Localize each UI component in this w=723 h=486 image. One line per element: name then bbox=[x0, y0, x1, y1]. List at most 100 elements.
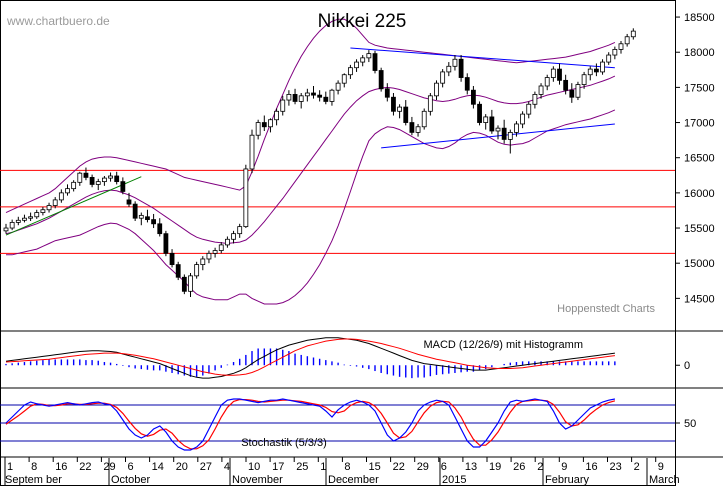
candle-body-up bbox=[3, 227, 9, 232]
candle-body-up bbox=[206, 252, 212, 260]
candle-body-down bbox=[372, 53, 378, 71]
candle-body-up bbox=[194, 264, 200, 277]
candle-body-up bbox=[40, 209, 46, 213]
candle-body-up bbox=[108, 175, 113, 179]
source-label: Hoppenstedt Charts bbox=[557, 303, 655, 315]
day-tick-label: 15 bbox=[369, 461, 381, 473]
reference-lines bbox=[0, 169, 675, 254]
candle-body-down bbox=[261, 122, 267, 128]
candle-body-up bbox=[341, 74, 347, 84]
candle-body-up bbox=[446, 65, 452, 73]
day-tick-label: 1 bbox=[7, 461, 13, 473]
candle-body-down bbox=[569, 89, 575, 98]
candle-body-up bbox=[397, 106, 403, 112]
candle-body-down bbox=[114, 175, 120, 183]
price-tick-label: 18500 bbox=[684, 12, 715, 24]
day-tick-label: 14 bbox=[152, 461, 164, 473]
candle-body-up bbox=[102, 177, 107, 183]
candle-body-up bbox=[483, 116, 489, 123]
candle-body-down bbox=[126, 199, 132, 205]
day-tick-label: 27 bbox=[200, 461, 212, 473]
macd-signal-line bbox=[5, 338, 615, 376]
day-tick-label: 22 bbox=[79, 461, 91, 473]
macd-panel: 0 bbox=[5, 337, 690, 379]
day-tick-label: 22 bbox=[393, 461, 405, 473]
candle-body-down bbox=[132, 203, 138, 219]
day-tick-label: 19 bbox=[489, 461, 501, 473]
bollinger-lower-line bbox=[6, 109, 616, 305]
chart-title: Nikkei 225 bbox=[318, 11, 407, 32]
candle-body-up bbox=[9, 222, 15, 229]
candle-body-down bbox=[594, 68, 599, 73]
candle-body-down bbox=[157, 223, 163, 235]
candle-body-up bbox=[65, 188, 70, 194]
day-tick-label: 23 bbox=[610, 461, 622, 473]
candle-body-up bbox=[624, 36, 630, 45]
day-tick-label: 2 bbox=[634, 461, 640, 473]
price-tick-label: 15500 bbox=[684, 223, 715, 235]
candle-body-up bbox=[286, 94, 292, 101]
day-tick-label: 6 bbox=[128, 461, 134, 473]
candle-body-up bbox=[612, 49, 618, 56]
price-tick-label: 16000 bbox=[684, 188, 715, 200]
macd-zero-label: 0 bbox=[684, 360, 690, 372]
candle-body-up bbox=[421, 110, 427, 128]
candle-body-up bbox=[46, 205, 52, 211]
month-label: December bbox=[328, 474, 379, 486]
candle-body-down bbox=[501, 127, 507, 140]
day-tick-label: 16 bbox=[55, 461, 67, 473]
candle-body-up bbox=[440, 71, 446, 84]
candle-body-down bbox=[391, 96, 396, 112]
day-tick-label: 4 bbox=[224, 461, 230, 473]
channel-top-line bbox=[350, 47, 615, 69]
candle-body-up bbox=[415, 126, 421, 133]
candle-body-up bbox=[34, 212, 40, 218]
candle-body-down bbox=[292, 94, 298, 102]
month-label: March bbox=[649, 474, 680, 486]
candle-body-down bbox=[89, 176, 95, 185]
candle-body-up bbox=[526, 103, 532, 115]
candle-body-up bbox=[520, 113, 525, 125]
day-tick-label: 29 bbox=[417, 461, 429, 473]
candle-body-up bbox=[188, 275, 193, 292]
candle-body-up bbox=[304, 92, 310, 97]
candle-body-down bbox=[563, 79, 569, 91]
candle-body-up bbox=[58, 192, 64, 201]
watermark-text: www.chartbuero.de bbox=[6, 14, 110, 28]
stoch-tick-label: 50 bbox=[684, 418, 696, 430]
candle-body-up bbox=[224, 238, 230, 246]
candle-body-up bbox=[77, 172, 83, 183]
candle-body-up bbox=[200, 258, 206, 265]
candle-body-up bbox=[495, 127, 501, 132]
candle-body-down bbox=[120, 181, 126, 192]
candle-body-up bbox=[600, 61, 605, 73]
candle-body-up bbox=[52, 199, 58, 206]
day-tick-label: 26 bbox=[513, 461, 525, 473]
day-tick-label: 13 bbox=[465, 461, 477, 473]
candle-body-up bbox=[243, 168, 249, 228]
candle-body-down bbox=[489, 116, 495, 132]
candle-body-up bbox=[335, 82, 341, 91]
candle-body-up bbox=[268, 119, 273, 128]
candle-body-down bbox=[384, 88, 390, 98]
candle-body-down bbox=[409, 122, 415, 133]
day-tick-label: 8 bbox=[31, 461, 37, 473]
candlesticks bbox=[3, 28, 636, 297]
candle-body-down bbox=[83, 172, 89, 178]
candle-body-down bbox=[163, 233, 169, 254]
candle-body-up bbox=[427, 95, 433, 112]
month-label: February bbox=[545, 474, 590, 486]
candle-body-up bbox=[212, 250, 218, 254]
candle-body-down bbox=[151, 219, 157, 225]
axes: 1450015000155001600016500170001750018000… bbox=[4, 12, 715, 486]
candle-body-up bbox=[218, 244, 224, 251]
bollinger-bands bbox=[5, 18, 616, 305]
bollinger-middle-line bbox=[5, 75, 616, 245]
candle-body-up bbox=[550, 68, 556, 78]
candle-body-down bbox=[477, 103, 482, 123]
month-label: October bbox=[111, 474, 150, 486]
price-tick-label: 18000 bbox=[684, 47, 715, 59]
candle-body-up bbox=[575, 84, 581, 98]
candle-body-down bbox=[403, 106, 409, 123]
